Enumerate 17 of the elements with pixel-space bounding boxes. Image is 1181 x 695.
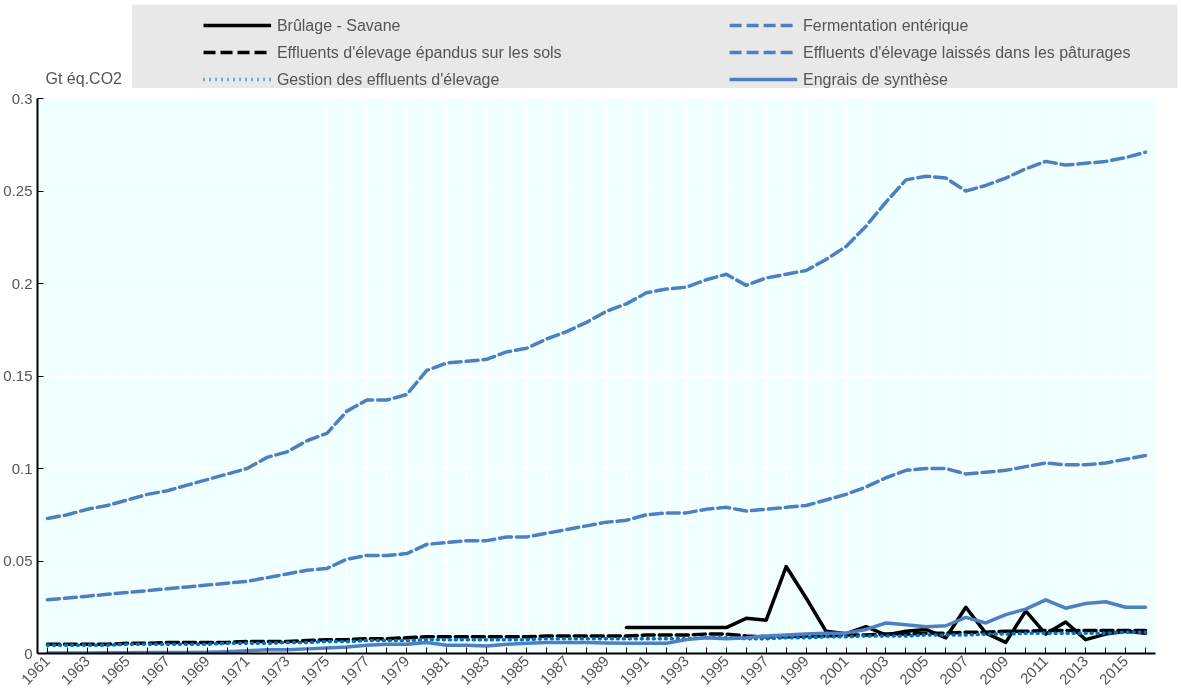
y-tick-label: 0.25 [3, 182, 33, 199]
legend-label: Fermentation entérique [802, 17, 969, 34]
legend-label: Gestion des effluents d'élevage [276, 71, 500, 88]
legend-label: Brûlage - Savane [276, 17, 401, 34]
y-tick-label: 0 [24, 644, 33, 662]
y-tick-label: 0.3 [11, 89, 33, 107]
y-tick-label: 0.1 [11, 459, 33, 477]
y-tick-label: 0.05 [3, 552, 33, 569]
y-axis-title: Gt éq.CO2 [45, 69, 123, 87]
line-series [45, 150, 1148, 521]
y-tick-label: 0.2 [11, 274, 33, 292]
y-tick-label: 0.15 [3, 367, 33, 384]
legend-label: Effluents d'élevage épandus sur les sols [276, 44, 562, 61]
legend-label: Engrais de synthèse [802, 71, 949, 88]
line-series [45, 453, 1148, 602]
line-series [45, 598, 1148, 654]
legend-label: Effluents d'élevage laissés dans les pâturages [802, 44, 1131, 61]
